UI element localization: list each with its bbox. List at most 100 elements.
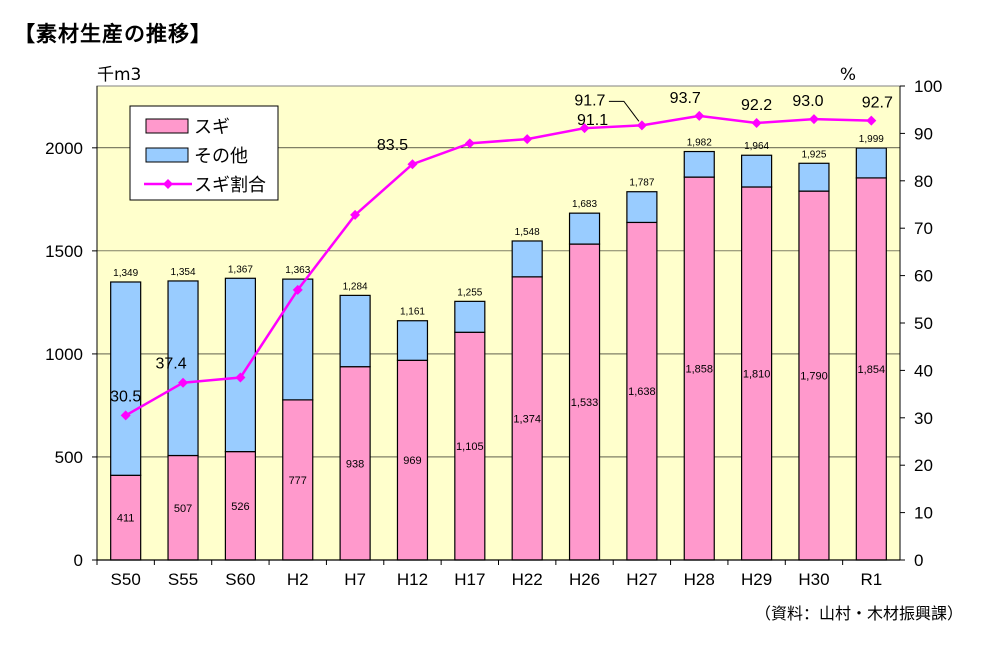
ratio-marker: [464, 138, 475, 149]
left-tick-label: 500: [55, 448, 83, 467]
leader-line: [608, 100, 640, 122]
ratio-value-label: 91.7: [574, 92, 605, 109]
right-tick-label: 100: [914, 77, 942, 96]
bar-sugi: [224, 450, 256, 561]
sugi-value-label: 526: [231, 501, 249, 513]
ratio-value-label: 83.5: [377, 137, 408, 154]
legend-label: その他: [194, 146, 248, 167]
right-tick-label: 30: [914, 409, 933, 428]
x-tick-label: H22: [512, 570, 543, 589]
bar-sugi: [798, 190, 830, 561]
ratio-value-label: 93.7: [670, 90, 701, 107]
ratio-marker: [407, 159, 418, 170]
x-tick-label: S60: [225, 570, 255, 589]
left-tick-label: 1000: [45, 345, 83, 364]
x-tick-label: H7: [344, 570, 366, 589]
x-tick-label: S50: [111, 570, 141, 589]
right-tick-label: 0: [914, 551, 923, 570]
bar-sugi: [683, 176, 715, 561]
bar-other: [626, 191, 658, 224]
bar-sugi: [511, 276, 543, 561]
bar-other: [282, 278, 314, 401]
bar-other: [396, 320, 429, 361]
ratio-value-label: 37.4: [155, 356, 186, 373]
bar-sugi: [396, 359, 429, 561]
sugi-value-label: 969: [403, 455, 421, 467]
x-tick-label: H27: [626, 570, 657, 589]
bar-sugi: [339, 366, 371, 561]
right-tick-label: 10: [914, 504, 933, 523]
total-label: 1,982: [687, 138, 712, 149]
right-axis-unit: %: [840, 65, 856, 85]
total-label: 1,354: [171, 267, 196, 278]
left-tick-label: 1500: [45, 242, 83, 261]
ratio-marker: [350, 209, 361, 220]
ratio-value-label: 93.0: [792, 93, 823, 110]
ratio-value-label: 91.1: [577, 112, 608, 129]
bar-sugi: [282, 399, 314, 561]
bar-sugi: [568, 243, 601, 561]
x-tick-label: H30: [798, 570, 829, 589]
ratio-line: [125, 114, 872, 417]
bar-other: [454, 300, 486, 333]
sugi-value-label: 507: [174, 503, 192, 515]
ratio-marker: [694, 110, 705, 121]
left-tick-label: 0: [74, 551, 83, 570]
bar-other: [339, 294, 371, 368]
ratio-value-label: 92.7: [862, 95, 893, 112]
x-tick-label: S55: [168, 570, 198, 589]
right-tick-label: 80: [914, 172, 933, 191]
page-title: 【素材生産の推移】: [14, 22, 212, 46]
bar-sugi: [110, 474, 142, 561]
ratio-marker: [751, 117, 762, 128]
left-axis-unit: 千m3: [97, 65, 141, 85]
bar-sugi: [167, 454, 199, 561]
total-label: 1,367: [228, 264, 253, 275]
legend-label: スギ割合: [194, 175, 266, 196]
sugi-value-label: 1,533: [571, 397, 599, 409]
right-tick-label: 90: [914, 124, 933, 143]
legend-label: スギ: [194, 117, 230, 138]
right-tick-label: 20: [914, 456, 933, 475]
bar-sugi: [626, 221, 658, 561]
x-tick-label: H17: [454, 570, 485, 589]
bar-other: [110, 281, 142, 476]
ratio-marker: [579, 123, 590, 134]
ratio-marker: [866, 115, 877, 126]
bar-other: [683, 150, 715, 178]
ratio-marker: [292, 284, 303, 295]
sugi-value-label: 1,638: [628, 386, 656, 398]
total-label: 1,964: [744, 141, 769, 152]
sugi-value-label: 1,858: [685, 364, 713, 376]
bar-other: [798, 162, 830, 192]
sugi-value-label: 1,105: [456, 441, 484, 453]
ratio-marker: [522, 134, 533, 145]
x-tick-label: H26: [569, 570, 600, 589]
ratio-value-label: 30.5: [110, 388, 141, 405]
total-label: 1,161: [400, 307, 425, 318]
bar-other: [167, 280, 199, 457]
total-label: 1,683: [572, 199, 597, 210]
sugi-value-label: 777: [289, 475, 307, 487]
bar-other: [224, 277, 256, 453]
x-tick-label: H12: [397, 570, 428, 589]
x-tick-label: H2: [287, 570, 309, 589]
bar-other: [741, 154, 773, 188]
left-tick-label: 2000: [45, 139, 83, 158]
sugi-value-label: 411: [117, 513, 135, 525]
sugi-value-label: 938: [346, 458, 364, 470]
ratio-value-label: 92.2: [741, 97, 772, 114]
x-tick-label: R1: [860, 570, 882, 589]
source-note: （資料：山村・木材振興課）: [754, 604, 963, 623]
ratio-marker: [636, 120, 647, 131]
total-label: 1,255: [457, 287, 482, 298]
ratio-marker: [235, 372, 246, 383]
x-tick-label: H28: [684, 570, 715, 589]
bar-sugi: [855, 177, 887, 561]
bar-other: [855, 147, 887, 179]
sugi-value-label: 1,810: [743, 368, 771, 380]
right-tick-label: 40: [914, 361, 933, 380]
total-label: 1,787: [629, 178, 654, 189]
ratio-marker: [178, 377, 189, 388]
